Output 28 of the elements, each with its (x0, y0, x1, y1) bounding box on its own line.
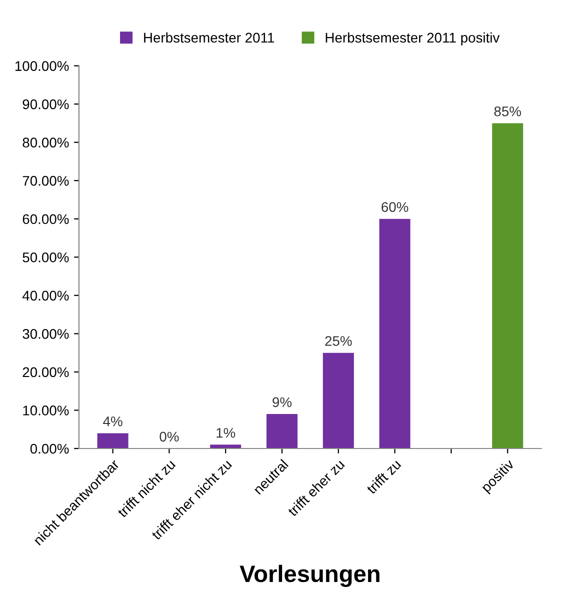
y-tick-label: 60.00% (22, 214, 69, 224)
legend-label: Herbstsemester 2011 (144, 32, 274, 43)
y-tick-label: 90.00% (22, 99, 69, 110)
data-label: 25% (325, 336, 352, 346)
data-label: 60% (382, 202, 408, 212)
legend-label: Herbstsemester 2011 positiv (326, 32, 500, 46)
bar (210, 444, 242, 448)
data-label: 4% (103, 416, 122, 426)
y-tick-label: 10.00% (23, 406, 69, 416)
bar (266, 414, 298, 448)
bar (379, 218, 410, 448)
y-tick-label: 100.00% (15, 61, 69, 71)
bar (322, 352, 354, 448)
data-label: 0% (160, 432, 179, 442)
y-tick-label: 20.00% (22, 367, 69, 378)
y-tick-label: 30.00% (22, 329, 69, 339)
y-tick-label: 80.00% (22, 138, 69, 148)
data-label: 85% (494, 106, 522, 116)
y-tick-label: 70.00% (22, 176, 69, 186)
bar (492, 123, 524, 448)
data-label: 1% (216, 428, 236, 438)
data-label: 9% (272, 397, 292, 408)
y-tick-label: 40.00% (22, 290, 69, 301)
bar (97, 433, 128, 448)
x-tick-label: trifft zu (366, 458, 402, 495)
x-axis-title: Vorlesungen (240, 564, 380, 587)
y-tick-label: 0.00% (30, 444, 69, 454)
y-tick-label: 50.00% (22, 252, 69, 262)
